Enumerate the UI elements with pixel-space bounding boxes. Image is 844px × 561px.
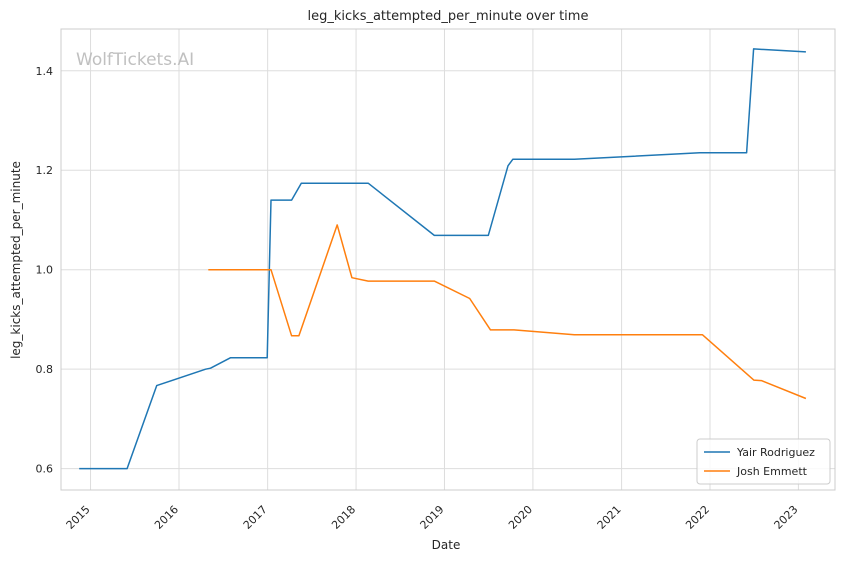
plot-frame <box>60 28 836 491</box>
x-tick-label: 2023 <box>772 503 801 532</box>
chart-title: leg_kicks_attempted_per_minute over time <box>308 9 589 24</box>
x-tick-label: 2022 <box>683 503 712 532</box>
y-tick-label: 0.6 <box>36 463 54 476</box>
x-tick-label: 2020 <box>506 503 535 532</box>
legend-label-0: Yair Rodriguez <box>736 446 815 459</box>
x-axis-ticks: 2015 2016 2017 2018 2019 2020 2021 2022 2023 <box>64 503 801 532</box>
legend-label-1: Josh Emmett <box>736 465 808 478</box>
watermark: WolfTickets.AI <box>76 50 194 70</box>
x-tick-label: 2018 <box>329 503 358 532</box>
x-axis-label: Date <box>432 538 461 552</box>
x-tick-label: 2017 <box>241 503 270 532</box>
grid <box>61 29 835 490</box>
legend: Yair Rodriguez Josh Emmett <box>696 438 831 485</box>
x-tick-label: 2016 <box>152 503 181 532</box>
series-layer <box>79 48 807 470</box>
y-axis-label: leg_kicks_attempted_per_minute <box>9 161 23 359</box>
x-tick-label: 2021 <box>595 503 624 532</box>
series-line-0 <box>79 48 806 470</box>
x-tick-label: 2019 <box>418 503 447 532</box>
x-tick-label: 2015 <box>64 503 93 532</box>
y-tick-label: 1.0 <box>36 264 54 277</box>
y-tick-label: 1.2 <box>36 164 54 177</box>
y-tick-label: 1.4 <box>36 65 54 78</box>
legend-box <box>696 438 831 485</box>
y-axis-ticks: 0.6 0.8 1.0 1.2 1.4 <box>36 65 54 476</box>
y-tick-label: 0.8 <box>36 363 54 376</box>
series-line-1 <box>208 224 807 400</box>
